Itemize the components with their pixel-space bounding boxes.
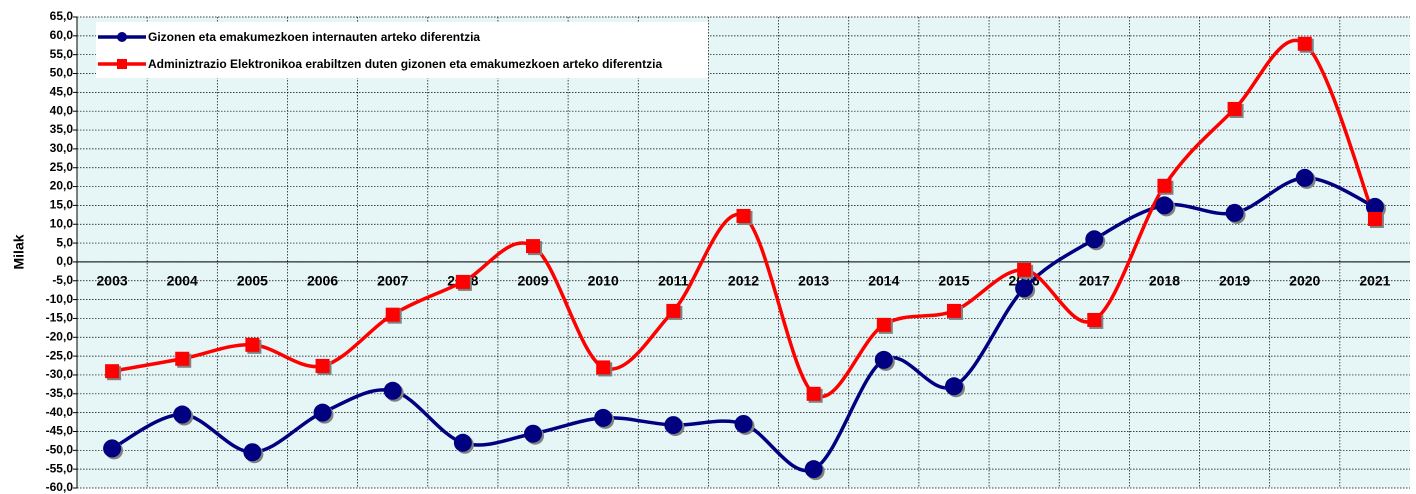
y-tick-label: 10,0: [50, 216, 74, 230]
x-tick-label: 2013: [798, 273, 829, 289]
point: [734, 414, 753, 433]
point: [736, 208, 751, 223]
point: [664, 416, 683, 435]
point: [594, 408, 613, 427]
point: [946, 303, 961, 318]
point: [243, 443, 262, 462]
point: [245, 337, 260, 352]
y-tick-label: 40,0: [50, 103, 74, 117]
x-tick-label: 2017: [1079, 273, 1110, 289]
point: [526, 239, 541, 254]
y-tick-label: -45,0: [46, 424, 74, 438]
y-tick-label: 30,0: [50, 141, 74, 155]
legend-entry: Adminiztrazio Elektronikoa erabiltzen du…: [96, 57, 708, 72]
point: [1225, 203, 1244, 222]
x-tick-label: 2011: [658, 273, 689, 289]
y-tick-label: 15,0: [50, 198, 74, 212]
y-tick-label: -30,0: [46, 367, 74, 381]
point: [173, 405, 192, 424]
legend-entry: Gizonen eta emakumezkoen internauten art…: [96, 30, 708, 45]
y-tick-label: -20,0: [46, 329, 74, 343]
point: [666, 303, 681, 318]
point: [105, 364, 120, 379]
point: [804, 460, 823, 479]
x-tick-label: 2003: [97, 273, 128, 289]
legend-marker: [117, 32, 127, 42]
point: [1085, 230, 1104, 249]
legend-label: Gizonen eta emakumezkoen internauten art…: [148, 30, 481, 44]
point: [596, 360, 611, 375]
y-tick-label: -40,0: [46, 405, 74, 419]
point: [944, 377, 963, 396]
point: [1017, 262, 1032, 277]
point: [1297, 36, 1312, 51]
point: [874, 350, 893, 369]
y-tick-label: -55,0: [46, 461, 74, 475]
y-tick-label: -60,0: [46, 480, 74, 494]
legend-marker: [117, 59, 127, 69]
plot-area: [77, 17, 1410, 488]
y-tick-label: 0,0: [56, 254, 73, 268]
y-tick-label: -50,0: [46, 442, 74, 456]
legend-label: Adminiztrazio Elektronikoa erabiltzen du…: [148, 57, 663, 71]
point: [1155, 196, 1174, 215]
y-tick-label: 65,0: [50, 9, 74, 23]
y-tick-label: 5,0: [56, 235, 73, 249]
y-tick-label: -5,0: [52, 273, 73, 287]
point: [383, 381, 402, 400]
x-tick-label: 2012: [728, 273, 759, 289]
y-tick-label: 20,0: [50, 179, 74, 193]
x-tick-label: 2018: [1149, 273, 1180, 289]
point: [1227, 101, 1242, 116]
x-tick-label: 2005: [237, 273, 268, 289]
legend-key: [98, 59, 146, 69]
x-tick-label: 2004: [167, 273, 198, 289]
legend: Gizonen eta emakumezkoen internauten art…: [96, 22, 708, 78]
point: [453, 433, 472, 452]
point: [1157, 178, 1172, 193]
point: [385, 307, 400, 322]
x-tick-label: 2014: [868, 273, 899, 289]
x-tick-label: 2006: [307, 273, 338, 289]
point: [806, 386, 821, 401]
y-tick-label: -25,0: [46, 348, 74, 362]
point: [455, 274, 470, 289]
point: [876, 317, 891, 332]
y-tick-label: 55,0: [50, 47, 74, 61]
y-tick-label: 25,0: [50, 160, 74, 174]
y-tick-label: 35,0: [50, 122, 74, 136]
point: [1087, 312, 1102, 327]
point: [1295, 168, 1314, 187]
y-tick-label: -35,0: [46, 386, 74, 400]
point: [1365, 197, 1384, 216]
y-tick-label: 60,0: [50, 28, 74, 42]
point: [1015, 279, 1034, 298]
x-tick-label: 2019: [1219, 273, 1250, 289]
x-tick-label: 2007: [377, 273, 408, 289]
x-tick-label: 2010: [588, 273, 619, 289]
point: [524, 424, 543, 443]
y-axis-title: Milak: [11, 234, 27, 269]
point: [315, 358, 330, 373]
y-tick-label: 45,0: [50, 85, 74, 99]
point: [1367, 211, 1382, 226]
legend-key: [98, 32, 146, 42]
x-tick-label: 2009: [517, 273, 548, 289]
point: [175, 351, 190, 366]
point: [103, 439, 122, 458]
x-tick-label: 2020: [1289, 273, 1320, 289]
point: [313, 403, 332, 422]
x-tick-label: 2021: [1359, 273, 1390, 289]
series-line: [111, 38, 1377, 399]
x-tick-label: 2015: [938, 273, 969, 289]
y-tick-label: 50,0: [50, 66, 74, 80]
y-tick-label: -10,0: [46, 292, 74, 306]
y-tick-label: -15,0: [46, 311, 74, 325]
